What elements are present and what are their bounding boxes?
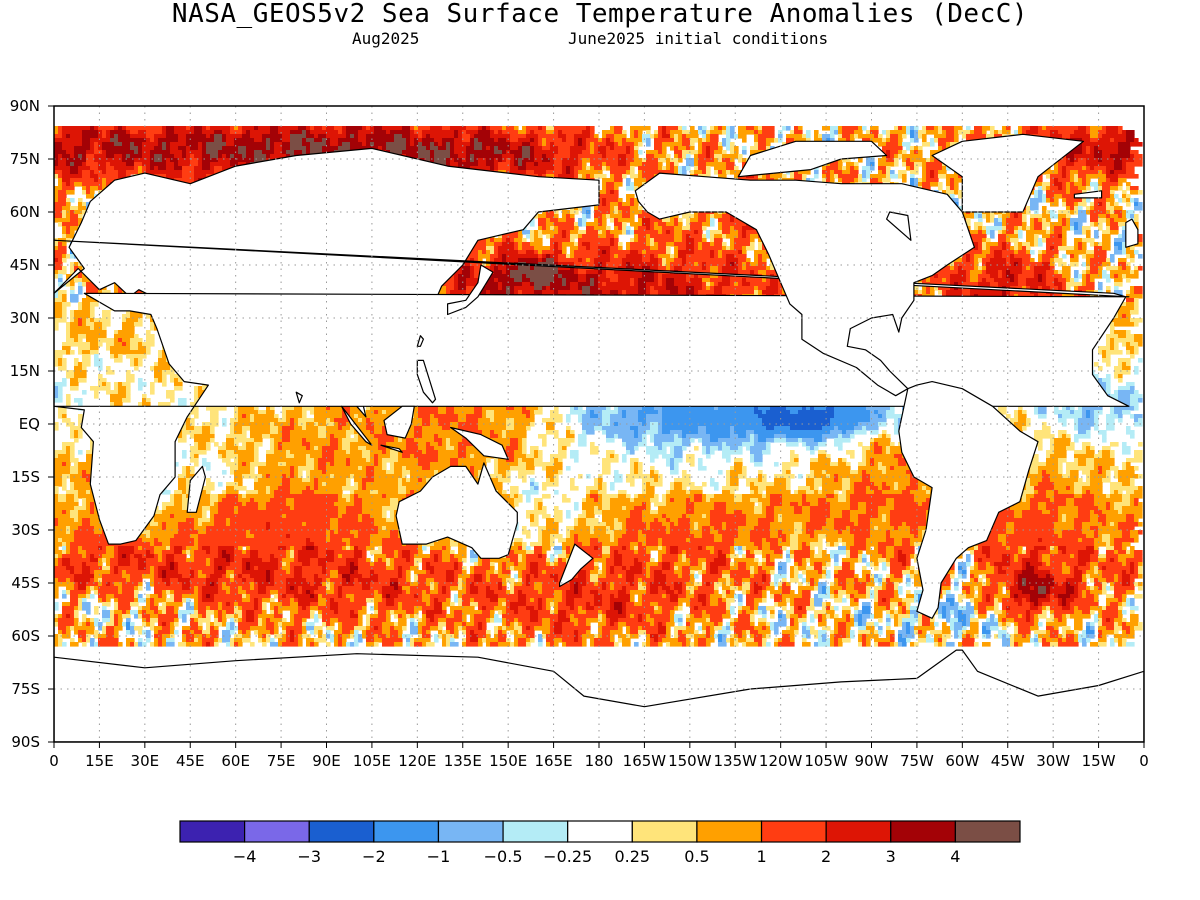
x-tick-label: 30W — [1036, 752, 1070, 770]
x-tick-label: 90W — [855, 752, 889, 770]
x-tick-label: 165E — [535, 752, 573, 770]
colorbar-label: 1 — [756, 847, 766, 866]
colorbar-swatch — [502, 820, 569, 843]
chart-title: NASA_GEOS5v2 Sea Surface Temperature Ano… — [171, 0, 1029, 29]
landmass-2 — [395, 462, 518, 559]
colorbar-label: −3 — [297, 847, 321, 866]
x-tick-label: 30E — [131, 752, 160, 770]
y-tick-label: 15S — [11, 468, 40, 486]
colorbar-label: 3 — [886, 847, 896, 866]
colorbar-swatch — [567, 820, 633, 843]
x-tick-label: 105E — [353, 752, 391, 770]
x-tick-label: 165W — [623, 752, 667, 770]
forecast-month: Aug2025 — [352, 29, 420, 48]
landmass-15 — [931, 133, 1084, 213]
x-tick-label: 150W — [668, 752, 712, 770]
colorbar-swatch — [373, 820, 440, 843]
colorbar-swatch — [825, 820, 892, 843]
x-tick-label: 75W — [900, 752, 934, 770]
y-tick-label: 45N — [10, 256, 40, 274]
colorbar-label: −2 — [362, 847, 386, 866]
colorbar-swatch — [308, 820, 375, 843]
x-tick-label: 105W — [804, 752, 848, 770]
x-tick-label: 120W — [759, 752, 803, 770]
colorbar-swatch — [244, 820, 310, 843]
landmass-6 — [383, 405, 415, 439]
y-tick-label: 60N — [10, 203, 40, 221]
landmass-14 — [898, 381, 1039, 619]
landmass-5 — [380, 444, 403, 453]
colorbar-swatch — [179, 820, 246, 843]
x-tick-label: 150E — [489, 752, 527, 770]
colorbar-label: −4 — [233, 847, 257, 866]
x-tick-label: 120E — [398, 752, 436, 770]
x-tick-label: 60E — [221, 752, 250, 770]
y-tick-label: 30S — [11, 521, 40, 539]
colorbar: −4 −3 −2 −1 −0.5 −0.25 0.25 0.5 1 2 3 4 — [179, 820, 1021, 866]
colorbar-label: 0.25 — [614, 847, 650, 866]
x-tick-label: 60W — [945, 752, 979, 770]
colorbar-label: 2 — [821, 847, 831, 866]
landmass-17 — [1125, 218, 1139, 248]
y-tick-label: 75S — [11, 680, 40, 698]
colorbar-swatch — [954, 820, 1021, 843]
landmass-13 — [634, 172, 975, 397]
y-tick-label: EQ — [19, 415, 40, 433]
x-axis: 0 15E 30E 45E 60E 75E 90E 105E 120E 135E 150E 165E 1… — [49, 742, 1149, 770]
y-tick-label: 60S — [11, 627, 40, 645]
x-tick-label: 15W — [1082, 752, 1116, 770]
x-tick-label: 45E — [176, 752, 205, 770]
y-tick-label: 30N — [10, 309, 40, 327]
y-tick-label: 15N — [10, 362, 40, 380]
landmass-10 — [416, 335, 424, 347]
x-tick-label: 45W — [991, 752, 1025, 770]
colorbar-swatch — [760, 820, 827, 843]
y-tick-label: 90S — [11, 733, 40, 751]
landmass-8 — [559, 543, 594, 588]
x-tick-label: 90E — [312, 752, 341, 770]
landmass-3 — [186, 465, 206, 513]
y-tick-label: 75N — [10, 150, 40, 168]
x-tick-label: 0 — [49, 752, 59, 770]
y-tick-label: 45S — [11, 574, 40, 592]
landmass-9 — [447, 264, 494, 316]
landmass-7 — [450, 426, 509, 460]
landmass-19 — [886, 211, 912, 241]
landmass-20 — [54, 649, 1144, 742]
x-tick-label: 135E — [444, 752, 482, 770]
colorbar-label: −0.25 — [543, 847, 592, 866]
colorbar-swatch — [890, 820, 956, 843]
y-tick-label: 90N — [10, 97, 40, 115]
landmass-4 — [341, 405, 373, 446]
colorbar-swatch — [437, 820, 504, 843]
initial-conditions: June2025 initial conditions — [568, 29, 829, 48]
colorbar-label: 0.5 — [684, 847, 709, 866]
x-tick-label: 135W — [714, 752, 758, 770]
colorbar-label: −1 — [427, 847, 451, 866]
colorbar-label: 4 — [950, 847, 960, 866]
landmass-11 — [416, 359, 437, 404]
colorbar-label: −0.5 — [484, 847, 523, 866]
y-axis: 90N 75N 60N 45N 30N 15N EQ 15S 30S 45S 60S 75S 90S — [10, 97, 54, 751]
landmass-16 — [1073, 190, 1103, 199]
x-tick-label: 180 — [585, 752, 614, 770]
x-tick-label: 0 — [1139, 752, 1149, 770]
colorbar-swatch — [696, 820, 763, 843]
landmass-12 — [295, 391, 303, 404]
x-tick-label: 15E — [85, 752, 114, 770]
colorbar-swatch — [631, 820, 698, 843]
landmass-18 — [737, 140, 888, 178]
x-tick-label: 75E — [267, 752, 296, 770]
